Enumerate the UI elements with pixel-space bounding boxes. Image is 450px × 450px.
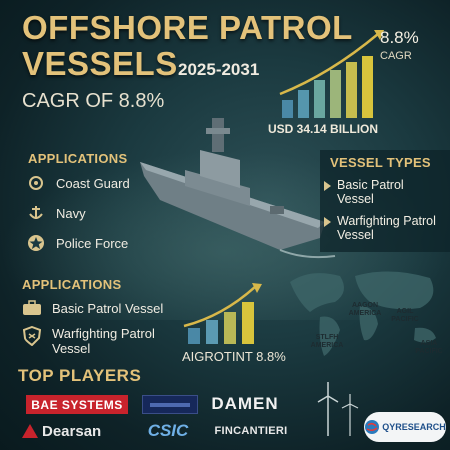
map-australia xyxy=(414,327,436,343)
application-item-warfighting: Warfighting Patrol Vessel xyxy=(22,326,172,356)
growth-bar-4 xyxy=(330,70,341,118)
growth-chart xyxy=(279,30,384,118)
application-item-coast-guard: Coast Guard xyxy=(26,173,130,193)
triangle-bullet-icon xyxy=(324,181,331,191)
growth-arrow-head xyxy=(374,30,384,40)
csic-logo: CSIC xyxy=(135,420,201,442)
dearsan-mark-icon xyxy=(22,424,38,438)
player-name: DAMEN xyxy=(211,394,279,413)
cagr-subtitle: CAGR OF 8.8% xyxy=(22,90,165,112)
region-label: STLFH AMERICA xyxy=(310,334,344,349)
player-name: CSIC xyxy=(147,421,189,440)
year-range: 2025-2031 xyxy=(178,60,260,79)
star-icon xyxy=(26,233,46,253)
fincantieri-logo: FINCANTIERI xyxy=(210,422,292,440)
mini-bar-4 xyxy=(242,302,254,344)
vessel-type-label: Warfighting Patrol Vessel xyxy=(337,214,436,242)
application-label: Basic Patrol Vessel xyxy=(52,300,164,316)
ship-superstructure xyxy=(185,170,250,206)
emblem-icon xyxy=(26,173,46,193)
application-label: Navy xyxy=(56,205,86,221)
page-title: OFFSHORE PATROL VESSELS xyxy=(22,10,353,82)
application-label: Warfighting Patrol Vessel xyxy=(52,326,155,356)
ship-gun xyxy=(270,206,284,214)
damen-logo: DAMEN xyxy=(205,394,285,414)
vessel-type-item: Warfighting Patrol Vessel xyxy=(324,214,447,242)
map-africa xyxy=(359,306,378,341)
growth-bar-2 xyxy=(298,90,309,118)
anchor-icon xyxy=(26,203,46,223)
application-item-navy: Navy xyxy=(26,203,86,223)
growth-bar-1 xyxy=(282,100,293,118)
mini-bar-2 xyxy=(206,320,218,344)
growth-arrow-line xyxy=(279,33,379,96)
player-name: FINCANTIERI xyxy=(214,425,288,437)
vessel-types-panel: VESSEL TYPES Basic Patrol Vessel Warfigh… xyxy=(320,150,450,252)
qyresearch-badge: QYRESEARCH xyxy=(364,412,446,442)
application-item-basic-patrol: Basic Patrol Vessel xyxy=(22,298,163,318)
mini-growth-chart xyxy=(183,283,262,344)
dearsan-logo: Dearsan xyxy=(22,420,122,442)
patrol-ship-illustration xyxy=(140,118,336,259)
region-label: ASIA PACIFIC xyxy=(415,340,443,355)
toolbox-icon xyxy=(22,298,42,318)
vessel-type-item: Basic Patrol Vessel xyxy=(324,178,437,206)
player-logo-2 xyxy=(142,395,198,414)
world-map-shapes xyxy=(290,271,436,356)
logo-emblem-icon xyxy=(150,402,190,407)
ship-bridge xyxy=(200,150,240,188)
ship-mast xyxy=(212,118,224,152)
ship-radar xyxy=(206,128,230,134)
growth-bar-5 xyxy=(346,62,357,118)
vessel-type-label: Basic Patrol Vessel xyxy=(337,178,404,206)
application-label: Police Force xyxy=(56,235,129,251)
shield-icon xyxy=(22,326,42,346)
mini-arrow-head xyxy=(252,283,262,293)
player-name: Dearsan xyxy=(42,422,102,440)
market-size: USD 34.14 BILLION xyxy=(268,122,379,136)
application-label: Coast Guard xyxy=(56,175,130,191)
growth-bar-6 xyxy=(362,56,373,118)
region-label: AGIL PACIFIC xyxy=(391,308,419,323)
title-line-2: VESSELS xyxy=(22,45,178,82)
world-map: AAGON AMERICA AGIL PACIFIC STLFH AMERICA… xyxy=(280,262,450,362)
player-name: BAE SYSTEMS xyxy=(31,397,123,412)
mini-bar-1 xyxy=(188,328,200,344)
growth-bar-3 xyxy=(314,80,325,118)
brand-name: QYRESEARCH xyxy=(382,422,446,432)
cagr-label: CAGR xyxy=(380,50,412,62)
cagr-value: 8.8% xyxy=(380,28,419,47)
globe-icon xyxy=(365,420,380,434)
vessel-types-heading: VESSEL TYPES xyxy=(330,155,431,170)
cagr-callout: 8.8% CAGR xyxy=(380,28,419,66)
mini-chart-label: AIGROTINT 8.8% xyxy=(182,349,286,364)
wind-turbines-illustration xyxy=(317,382,359,436)
map-eurasia xyxy=(355,271,434,310)
ship-wake xyxy=(279,249,336,259)
applications-heading-2: APPLICATIONS xyxy=(22,277,122,292)
application-item-police-force: Police Force xyxy=(26,233,128,253)
mini-arrow-line xyxy=(183,285,257,328)
map-north-america xyxy=(290,273,344,312)
region-label: AAGON AMERICA xyxy=(348,302,382,317)
title-line-1: OFFSHORE PATROL xyxy=(22,9,353,46)
applications-heading: APPLICATIONS xyxy=(28,151,128,166)
map-south-america xyxy=(319,316,340,356)
bae-systems-logo: BAE SYSTEMS xyxy=(26,395,128,414)
top-players-heading: TOP PLAYERS xyxy=(18,366,142,385)
mini-bar-3 xyxy=(224,312,236,344)
triangle-bullet-icon xyxy=(324,217,331,227)
